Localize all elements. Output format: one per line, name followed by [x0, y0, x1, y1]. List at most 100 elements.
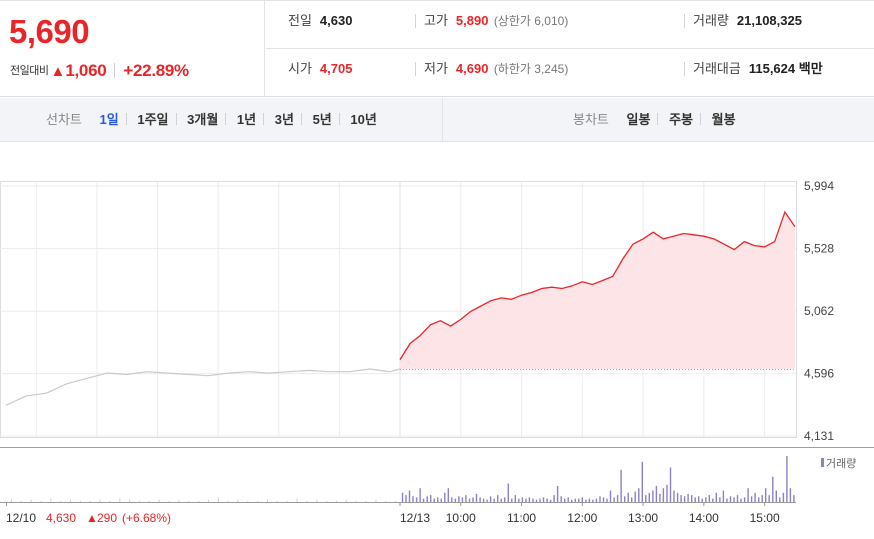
trade-value-label: 거래대금	[693, 61, 741, 76]
period-tab-1w[interactable]: 1주일	[137, 112, 169, 127]
current-price-box: 5,690 전일대비 ▲1,060 +22.89%	[0, 1, 265, 97]
time-tick-label: 12/13	[400, 511, 430, 525]
volume-bar	[694, 497, 696, 502]
candle-tab-monthly[interactable]: 월봉	[711, 112, 736, 127]
volume-bar	[99, 499, 101, 502]
volume-bar	[188, 500, 190, 503]
volume-bar	[257, 500, 259, 503]
candle-tab-weekly[interactable]: 주봉	[669, 112, 693, 127]
volume-bar	[793, 495, 795, 502]
line-chart-label: 선차트	[46, 112, 82, 127]
volume-bar	[715, 492, 717, 502]
volume-bar	[217, 497, 219, 502]
volume-bar	[430, 495, 432, 502]
volume-bar	[687, 493, 689, 502]
trade-value-cell: 거래대금 115,624 백만	[684, 49, 823, 97]
volume-bar	[412, 496, 414, 503]
volume-bar	[465, 495, 467, 502]
volume-bar	[775, 490, 777, 502]
price-layer	[5, 210, 796, 406]
price-tick-label: 5,994	[804, 179, 834, 193]
volume-bar	[740, 498, 742, 502]
volume-bar	[779, 497, 781, 502]
volume-bar	[676, 492, 679, 502]
change-label: 전일대비	[10, 65, 49, 77]
volume-bar	[648, 492, 650, 502]
volume-bar	[276, 500, 278, 503]
toolbar-divider	[442, 98, 443, 142]
period-divider	[175, 113, 177, 125]
volume-bar	[659, 493, 661, 502]
volume-cell: 거래량 21,108,325	[684, 1, 802, 49]
volume-bar	[539, 498, 541, 502]
volume-bar	[444, 492, 446, 502]
volume-bar	[581, 497, 583, 502]
candle-divider	[699, 113, 701, 125]
period-tab-3y[interactable]: 3년	[274, 112, 294, 127]
upper-limit-open: (상한가	[493, 14, 531, 28]
candle-tab-daily[interactable]: 일봉	[626, 112, 651, 127]
period-tab-10y[interactable]: 10년	[350, 112, 377, 127]
volume-bar	[489, 496, 492, 503]
volume-bar	[726, 498, 728, 502]
intraday-chart[interactable]: 5,994 5,528 5,062 4,596 4,131 거래량 12/10 4,630…	[0, 142, 874, 539]
chart-frame	[0, 181, 797, 438]
volume-bar	[451, 497, 453, 502]
volume-bar	[733, 497, 735, 502]
period-tab-3m[interactable]: 3개월	[187, 112, 219, 127]
prev-day-change-label: 290	[97, 511, 117, 525]
period-divider	[300, 113, 302, 125]
lower-limit-close: )	[564, 62, 569, 76]
low-value: 4,690	[455, 61, 489, 76]
period-tab-1y[interactable]: 1년	[236, 112, 257, 127]
volume-bar	[326, 500, 328, 503]
time-tick-label: 15:00	[750, 511, 780, 525]
volume-bar	[736, 495, 739, 502]
volume-bar	[306, 500, 308, 503]
volume-bar	[666, 484, 668, 503]
volume-bar	[79, 500, 81, 503]
volume-bar	[758, 497, 760, 502]
volume-bar	[401, 492, 404, 502]
prev-day-date-label: 12/10	[6, 511, 36, 525]
volume-bar	[613, 497, 615, 502]
volume-bar	[497, 495, 499, 502]
candle-chart-periods: 봉차트 일봉 주봉 월봉	[573, 98, 736, 142]
period-tab-1d[interactable]: 1일	[99, 112, 119, 127]
lower-limit-value: 3,245	[534, 62, 565, 76]
volume-bar	[645, 495, 647, 502]
volume-bar	[247, 500, 249, 503]
volume-bar	[592, 499, 594, 502]
volume-bar	[750, 496, 753, 503]
volume-bar	[458, 496, 460, 503]
high-value: 5,890	[455, 13, 489, 28]
price-chart-svg: 5,994 5,528 5,062 4,596 4,131 거래량 12/10 4,630…	[0, 179, 874, 525]
volume-bar	[10, 499, 12, 502]
volume-bar	[680, 495, 682, 502]
volume-bar	[198, 500, 200, 503]
volume-bar	[486, 499, 488, 502]
prev-day-percent-label: (+6.68%)	[122, 511, 171, 525]
volume-bar	[602, 497, 605, 502]
period-divider	[338, 113, 340, 125]
volume-bar	[408, 490, 411, 502]
volume-bar	[514, 495, 516, 502]
prev-day-line	[5, 368, 401, 406]
volume-bar	[50, 498, 52, 502]
volume-bar	[70, 499, 71, 502]
volume-bar	[743, 497, 746, 502]
volume-bar	[437, 497, 439, 502]
volume-bar	[30, 499, 32, 502]
volume-bar	[493, 498, 495, 502]
volume-bar	[178, 499, 180, 502]
period-tab-5y[interactable]: 5년	[312, 112, 332, 127]
volume-bar	[609, 490, 612, 502]
volume-bar	[227, 500, 229, 503]
volume-bar	[549, 499, 552, 502]
volume-bar	[447, 488, 449, 502]
volume-bar	[698, 496, 700, 503]
volume-bar	[712, 498, 714, 502]
volume-bar	[754, 492, 756, 502]
volume-bar	[747, 488, 749, 502]
volume-value: 21,108,325	[736, 13, 802, 28]
